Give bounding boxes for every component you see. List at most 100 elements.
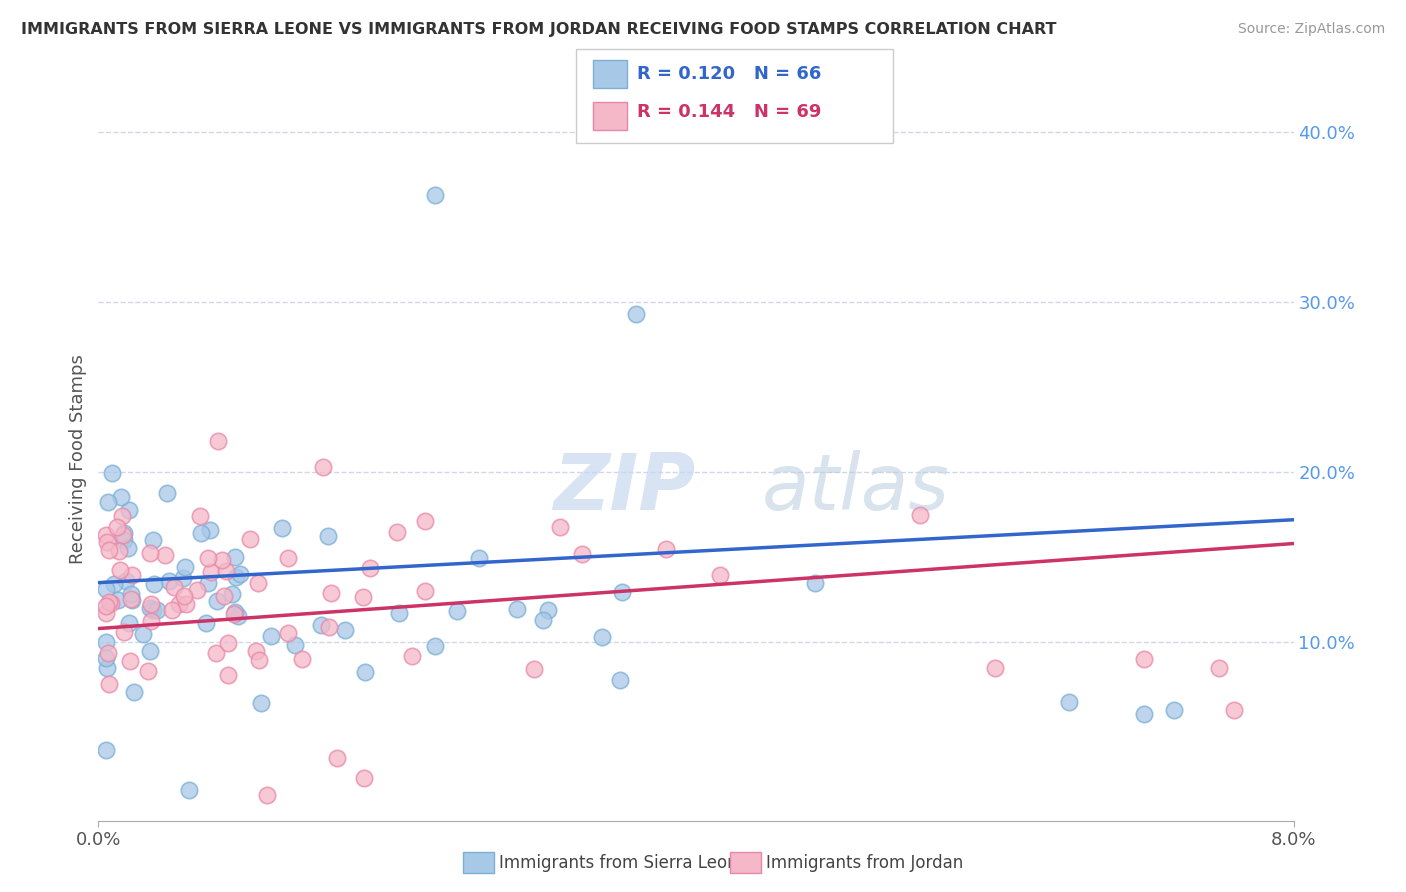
Point: [205, 646, 228, 660]
Point: [655, 541, 678, 556]
Point: [506, 601, 529, 615]
Point: [118, 616, 141, 631]
Point: [311, 618, 333, 632]
Point: [120, 591, 142, 606]
Point: [522, 662, 544, 676]
Point: [446, 604, 468, 618]
Point: [94, 528, 117, 542]
Point: [188, 509, 211, 524]
Point: [1208, 660, 1230, 674]
Point: [155, 485, 177, 500]
Point: [531, 613, 554, 627]
Point: [1163, 703, 1185, 717]
Point: [217, 636, 239, 650]
Point: [212, 589, 235, 603]
Point: [415, 514, 437, 528]
Point: [146, 603, 169, 617]
Point: [246, 575, 269, 590]
Point: [277, 551, 299, 566]
Point: [153, 549, 176, 563]
Point: [176, 597, 198, 611]
Point: [120, 654, 142, 668]
Point: [804, 575, 827, 590]
Point: [97, 543, 120, 558]
Point: [571, 547, 593, 561]
Point: [142, 533, 165, 547]
Point: [108, 563, 131, 577]
Text: atlas: atlas: [762, 450, 949, 526]
Text: Source: ZipAtlas.com: Source: ZipAtlas.com: [1237, 22, 1385, 37]
Text: ZIP: ZIP: [553, 450, 695, 526]
Point: [249, 697, 271, 711]
Text: R = 0.144   N = 69: R = 0.144 N = 69: [637, 103, 821, 120]
Point: [200, 566, 222, 580]
Point: [111, 528, 134, 542]
Point: [103, 576, 125, 591]
Point: [179, 783, 201, 797]
Point: [162, 603, 184, 617]
Point: [245, 643, 267, 657]
Point: [215, 564, 238, 578]
Point: [121, 567, 143, 582]
Point: [207, 434, 229, 449]
Point: [142, 603, 165, 617]
Point: [259, 629, 281, 643]
Point: [118, 502, 141, 516]
Point: [173, 589, 195, 603]
Point: [115, 574, 138, 588]
Point: [591, 630, 613, 644]
Point: [197, 576, 219, 591]
Point: [316, 529, 339, 543]
Point: [984, 660, 1007, 674]
Point: [468, 550, 491, 565]
Point: [224, 549, 246, 564]
Point: [100, 596, 122, 610]
Point: [190, 526, 212, 541]
Point: [388, 606, 411, 620]
Text: R = 0.120   N = 66: R = 0.120 N = 66: [637, 65, 821, 83]
Point: [139, 614, 162, 628]
Point: [186, 583, 208, 598]
Text: Immigrants from Jordan: Immigrants from Jordan: [766, 854, 963, 871]
Point: [97, 595, 120, 609]
Point: [401, 649, 423, 664]
Point: [122, 684, 145, 698]
Point: [101, 466, 124, 480]
Point: [353, 772, 375, 786]
Point: [1059, 695, 1081, 709]
Point: [229, 567, 252, 582]
Point: [217, 668, 239, 682]
Point: [110, 490, 132, 504]
Point: [610, 584, 633, 599]
Point: [112, 533, 135, 548]
Point: [111, 508, 134, 523]
Point: [157, 574, 180, 588]
Point: [198, 523, 221, 537]
Point: [318, 620, 340, 634]
Y-axis label: Receiving Food Stamps: Receiving Food Stamps: [69, 354, 87, 565]
Point: [385, 525, 408, 540]
Text: Immigrants from Sierra Leone: Immigrants from Sierra Leone: [499, 854, 748, 871]
Point: [709, 567, 731, 582]
Point: [121, 593, 143, 607]
Point: [239, 532, 262, 546]
Point: [94, 582, 117, 597]
Point: [311, 459, 333, 474]
Point: [96, 535, 118, 549]
Point: [96, 606, 118, 620]
Point: [256, 788, 278, 802]
Point: [271, 521, 294, 535]
Point: [548, 520, 571, 534]
Point: [221, 587, 243, 601]
Point: [537, 603, 560, 617]
Point: [94, 742, 117, 756]
Point: [139, 600, 162, 615]
Point: [609, 673, 631, 687]
Point: [319, 585, 342, 599]
Point: [195, 616, 218, 631]
Point: [141, 597, 163, 611]
Point: [326, 751, 349, 765]
Point: [136, 665, 159, 679]
Point: [112, 625, 135, 640]
Point: [211, 553, 233, 567]
